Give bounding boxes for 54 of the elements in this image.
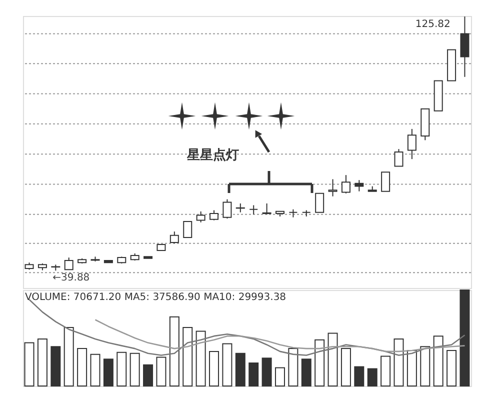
bar — [367, 368, 378, 386]
bar — [340, 348, 351, 386]
bar — [37, 338, 48, 386]
bar — [50, 346, 61, 386]
candlestick — [460, 16, 470, 78]
bar — [196, 330, 206, 386]
bar — [420, 346, 430, 386]
candlestick — [196, 210, 206, 223]
bar — [380, 356, 391, 386]
candlestick — [183, 220, 192, 238]
candlestick — [210, 210, 219, 221]
bar — [248, 362, 259, 386]
bar — [24, 342, 34, 386]
bar — [274, 367, 285, 386]
bar — [314, 339, 325, 386]
bar — [222, 343, 232, 386]
bar — [433, 336, 444, 386]
bar — [328, 332, 338, 386]
candlestick — [354, 180, 364, 192]
bar — [182, 326, 193, 386]
candlestick — [262, 202, 272, 215]
bar — [156, 356, 166, 386]
bar — [394, 338, 404, 386]
candlestick — [249, 204, 258, 215]
bar — [90, 354, 100, 386]
annotation: VOLUME: 70671.20 MA5: 37586.90 MA10: 29993.38 — [25, 292, 286, 303]
candlestick — [341, 174, 350, 194]
annotation: 125.82 — [415, 19, 450, 30]
annotation: ←39.88 — [52, 272, 90, 284]
bar — [406, 350, 417, 386]
candlestick — [394, 148, 404, 167]
bar — [288, 348, 298, 386]
candlestick — [381, 172, 390, 192]
bar — [143, 364, 154, 386]
candlestick — [64, 257, 74, 270]
bar — [301, 358, 312, 386]
bar — [64, 326, 74, 386]
candlestick — [328, 178, 338, 197]
bar — [446, 350, 457, 386]
bar — [209, 350, 220, 386]
bar — [235, 352, 246, 386]
annotation: 星星点灯 — [186, 147, 239, 163]
bar — [116, 352, 127, 386]
candlestick — [222, 198, 232, 220]
bar — [460, 290, 470, 386]
bar — [103, 358, 114, 386]
bar — [169, 316, 180, 386]
bar — [354, 366, 364, 386]
candlestick — [407, 128, 416, 160]
bar — [77, 348, 88, 386]
bar — [262, 358, 272, 386]
bar — [130, 352, 140, 386]
candlestick — [315, 192, 324, 213]
candlestick — [170, 231, 179, 244]
